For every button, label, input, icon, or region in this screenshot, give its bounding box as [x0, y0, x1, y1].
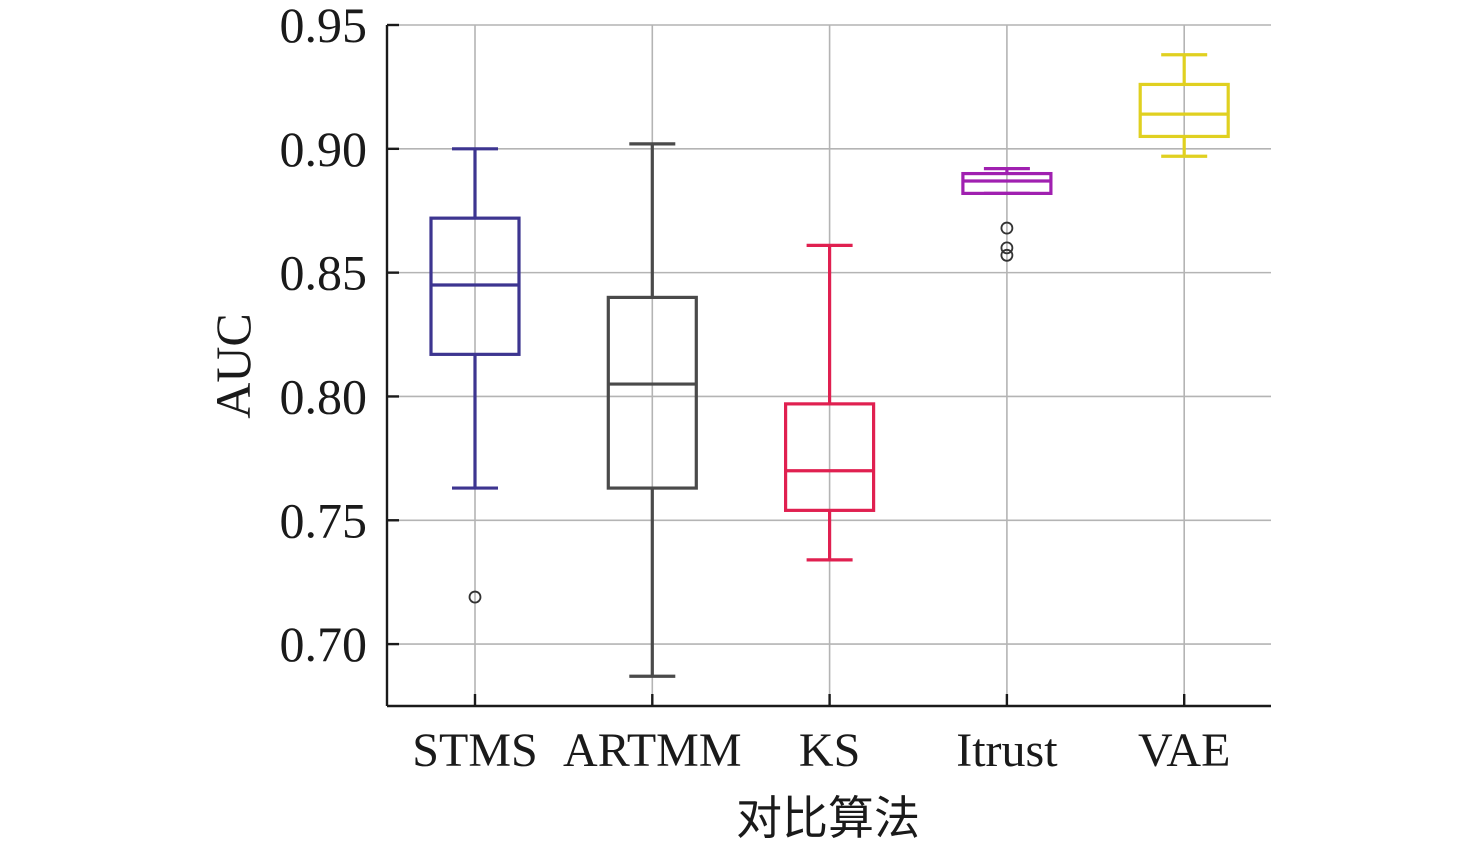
outlier-point — [1000, 241, 1014, 255]
outlier-point — [1000, 221, 1014, 235]
box-ks — [783, 243, 876, 562]
box-iqr — [961, 171, 1053, 195]
x-tick-label: Itrust — [956, 724, 1058, 777]
x-tick-label: KS — [799, 724, 860, 777]
y-tick-label: 0.95 — [280, 0, 368, 53]
x-tick-label: VAE — [1138, 724, 1230, 777]
y-tick-label: 0.75 — [280, 492, 368, 548]
y-tick-label: 0.85 — [280, 245, 368, 301]
box-itrust — [961, 167, 1053, 262]
box-iqr — [783, 402, 876, 512]
outlier-point — [468, 590, 482, 604]
box-iqr — [1138, 82, 1230, 139]
label-layer: 0.70 0.75 0.80 0.85 0.90 0.95 STMS ARTMM KS Itrus… — [280, 0, 1231, 777]
x-axis-title: 对比算法 — [736, 793, 920, 844]
y-tick-label: 0.80 — [280, 368, 368, 424]
outlier-point — [1000, 248, 1014, 262]
y-tick-label: 0.70 — [280, 616, 368, 672]
box-iqr — [606, 295, 698, 490]
x-tick-label: STMS — [412, 724, 537, 777]
box-vae — [1138, 53, 1230, 158]
box-artmm — [606, 142, 698, 678]
y-tick-label: 0.90 — [280, 121, 368, 177]
box-layer — [429, 53, 1230, 678]
y-axis-title: AUC — [205, 313, 261, 419]
axis-layer — [385, 23, 1271, 708]
x-tick-label: ARTMM — [563, 724, 741, 777]
box-stms — [429, 147, 521, 604]
